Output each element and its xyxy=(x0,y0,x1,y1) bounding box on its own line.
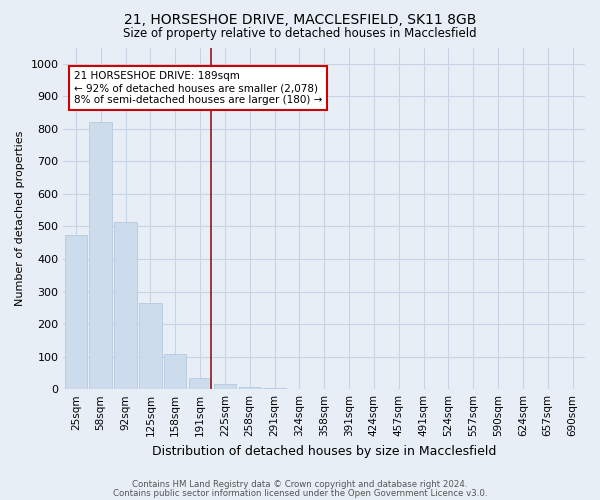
Bar xyxy=(189,378,211,389)
Bar xyxy=(239,386,261,389)
Text: Contains HM Land Registry data © Crown copyright and database right 2024.: Contains HM Land Registry data © Crown c… xyxy=(132,480,468,489)
Text: Size of property relative to detached houses in Macclesfield: Size of property relative to detached ho… xyxy=(123,28,477,40)
Bar xyxy=(139,303,161,389)
Text: 21, HORSESHOE DRIVE, MACCLESFIELD, SK11 8GB: 21, HORSESHOE DRIVE, MACCLESFIELD, SK11 … xyxy=(124,12,476,26)
Y-axis label: Number of detached properties: Number of detached properties xyxy=(15,130,25,306)
Bar xyxy=(214,384,236,389)
Bar xyxy=(65,234,87,389)
Bar xyxy=(115,222,137,389)
Text: Contains public sector information licensed under the Open Government Licence v3: Contains public sector information licen… xyxy=(113,488,487,498)
Bar xyxy=(164,354,187,389)
Bar xyxy=(263,388,286,389)
Text: 21 HORSESHOE DRIVE: 189sqm
← 92% of detached houses are smaller (2,078)
8% of se: 21 HORSESHOE DRIVE: 189sqm ← 92% of deta… xyxy=(74,72,322,104)
Bar xyxy=(89,122,112,389)
X-axis label: Distribution of detached houses by size in Macclesfield: Distribution of detached houses by size … xyxy=(152,444,496,458)
